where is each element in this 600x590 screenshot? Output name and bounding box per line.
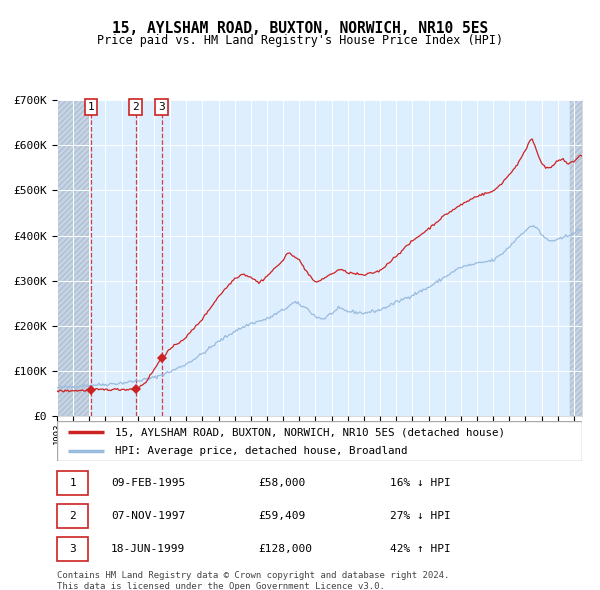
Text: 09-FEB-1995: 09-FEB-1995	[111, 478, 185, 487]
Text: 1: 1	[69, 478, 76, 487]
Bar	[57, 100, 89, 416]
Text: 42% ↑ HPI: 42% ↑ HPI	[390, 544, 451, 553]
Text: £58,000: £58,000	[258, 478, 305, 487]
Text: 3: 3	[158, 102, 165, 112]
Text: £59,409: £59,409	[258, 511, 305, 520]
Bar	[57, 100, 89, 416]
FancyBboxPatch shape	[57, 421, 582, 461]
Text: 15, AYLSHAM ROAD, BUXTON, NORWICH, NR10 5ES: 15, AYLSHAM ROAD, BUXTON, NORWICH, NR10 …	[112, 21, 488, 35]
Bar	[570, 100, 582, 416]
Text: 3: 3	[69, 544, 76, 553]
Text: 15, AYLSHAM ROAD, BUXTON, NORWICH, NR10 5ES (detached house): 15, AYLSHAM ROAD, BUXTON, NORWICH, NR10 …	[115, 428, 505, 438]
Text: HPI: Average price, detached house, Broadland: HPI: Average price, detached house, Broa…	[115, 447, 407, 456]
Text: 07-NOV-1997: 07-NOV-1997	[111, 511, 185, 520]
Text: 2: 2	[69, 511, 76, 520]
Text: £128,000: £128,000	[258, 544, 312, 553]
Text: 1: 1	[88, 102, 94, 112]
Text: 16% ↓ HPI: 16% ↓ HPI	[390, 478, 451, 487]
Text: Price paid vs. HM Land Registry's House Price Index (HPI): Price paid vs. HM Land Registry's House …	[97, 34, 503, 47]
Text: 27% ↓ HPI: 27% ↓ HPI	[390, 511, 451, 520]
Text: 18-JUN-1999: 18-JUN-1999	[111, 544, 185, 553]
Text: Contains HM Land Registry data © Crown copyright and database right 2024.
This d: Contains HM Land Registry data © Crown c…	[57, 571, 449, 590]
Text: 2: 2	[132, 102, 139, 112]
Bar	[570, 100, 582, 416]
